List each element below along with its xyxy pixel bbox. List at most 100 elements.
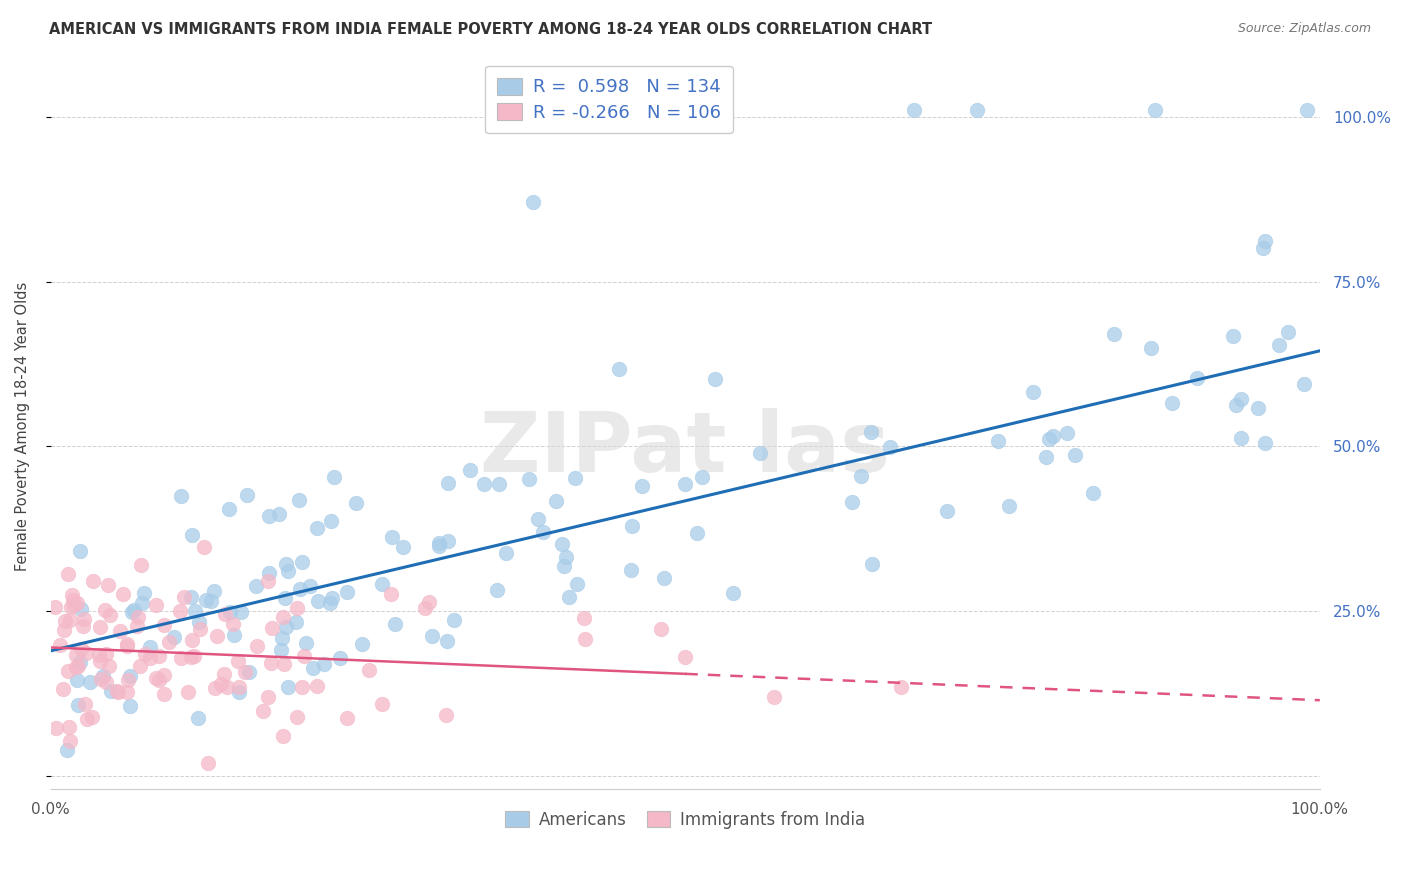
Point	[139, 651, 162, 665]
Point	[112, 587, 135, 601]
Point	[176, 685, 198, 699]
Point	[631, 479, 654, 493]
Point	[98, 608, 121, 623]
Point	[100, 684, 122, 698]
Point	[259, 508, 281, 523]
Point	[170, 489, 193, 503]
Point	[319, 514, 342, 528]
Point	[115, 639, 138, 653]
Point	[260, 656, 283, 670]
Point	[127, 609, 149, 624]
Point	[73, 612, 96, 626]
Point	[420, 629, 443, 643]
Point	[188, 622, 211, 636]
Point	[531, 525, 554, 540]
Point	[59, 613, 82, 627]
Point	[222, 628, 245, 642]
Point	[551, 537, 574, 551]
Point	[841, 495, 863, 509]
Point	[157, 634, 180, 648]
Point	[987, 434, 1010, 449]
Point	[553, 558, 575, 573]
Point	[69, 655, 91, 669]
Point	[350, 637, 373, 651]
Point	[1292, 377, 1315, 392]
Point	[285, 710, 308, 724]
Point	[226, 654, 249, 668]
Point	[218, 502, 240, 516]
Point	[52, 623, 75, 637]
Point	[117, 685, 139, 699]
Point	[1222, 328, 1244, 343]
Point	[94, 603, 117, 617]
Point	[267, 508, 290, 522]
Point	[371, 577, 394, 591]
Point	[381, 530, 404, 544]
Point	[371, 697, 394, 711]
Point	[1056, 426, 1078, 441]
Point	[302, 661, 325, 675]
Point	[291, 555, 314, 569]
Point	[152, 618, 174, 632]
Point	[69, 543, 91, 558]
Point	[574, 632, 596, 646]
Point	[621, 519, 644, 533]
Point	[429, 540, 451, 554]
Point	[271, 609, 294, 624]
Point	[63, 599, 86, 613]
Point	[200, 594, 222, 608]
Point	[56, 566, 79, 581]
Point	[76, 712, 98, 726]
Point	[357, 663, 380, 677]
Point	[849, 469, 872, 483]
Point	[122, 603, 145, 617]
Point	[97, 578, 120, 592]
Point	[94, 675, 117, 690]
Point	[558, 590, 581, 604]
Point	[214, 667, 236, 681]
Point	[321, 591, 343, 606]
Point	[1247, 401, 1270, 416]
Point	[437, 534, 460, 549]
Point	[890, 680, 912, 694]
Point	[620, 563, 643, 577]
Point	[495, 546, 517, 560]
Point	[90, 672, 112, 686]
Point	[132, 585, 155, 599]
Point	[52, 681, 75, 696]
Point	[749, 446, 772, 460]
Point	[222, 616, 245, 631]
Point	[966, 103, 988, 118]
Point	[329, 650, 352, 665]
Point	[228, 680, 250, 694]
Point	[607, 362, 630, 376]
Point	[274, 557, 297, 571]
Point	[690, 470, 713, 484]
Y-axis label: Female Poverty Among 18-24 Year Olds: Female Poverty Among 18-24 Year Olds	[15, 282, 30, 571]
Point	[257, 690, 280, 704]
Point	[291, 681, 314, 695]
Point	[180, 632, 202, 647]
Point	[98, 659, 121, 673]
Point	[1254, 234, 1277, 248]
Point	[53, 615, 76, 629]
Point	[121, 605, 143, 619]
Point	[1161, 396, 1184, 410]
Point	[860, 558, 883, 572]
Point	[58, 720, 80, 734]
Point	[1083, 485, 1105, 500]
Point	[70, 602, 93, 616]
Point	[273, 657, 295, 671]
Point	[294, 648, 316, 663]
Point	[209, 677, 232, 691]
Point	[169, 651, 191, 665]
Point	[181, 528, 204, 542]
Point	[522, 195, 544, 210]
Point	[169, 604, 191, 618]
Point	[131, 596, 153, 610]
Point	[129, 558, 152, 573]
Point	[120, 669, 142, 683]
Point	[44, 599, 66, 614]
Point	[1063, 448, 1085, 462]
Point	[860, 425, 883, 440]
